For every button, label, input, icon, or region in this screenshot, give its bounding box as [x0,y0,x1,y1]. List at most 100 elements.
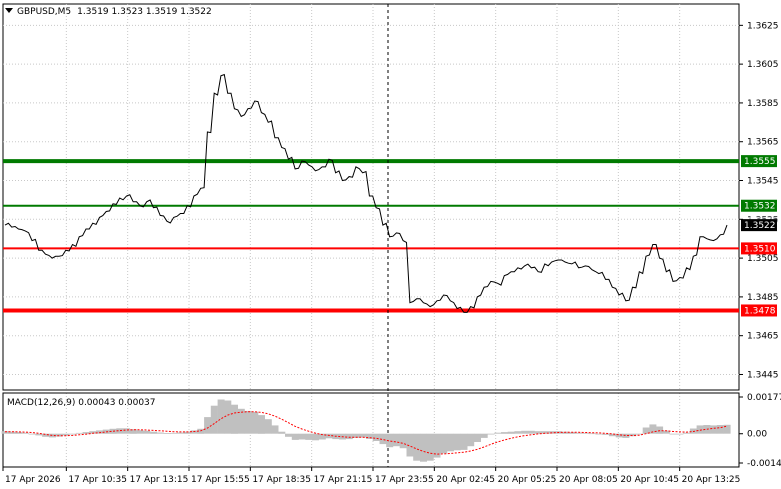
macd-bar [413,433,421,461]
macd-title: MACD(12,26,9) 0.00043 0.00037 [7,398,156,408]
macd-bar [602,433,610,435]
macd-bar [69,433,77,435]
macd-bar [366,433,373,439]
macd-bar [541,431,549,434]
macd-bar [231,404,238,434]
macd-bar [501,432,508,434]
macd-bar [433,433,441,458]
price-grid [3,4,739,467]
macd-bar [129,429,137,434]
macd-bar [163,433,171,434]
macd-bar [527,430,535,434]
header: GBPUSD,M5 1.3519 1.3523 1.3519 1.3522 [5,7,212,17]
macd-bar [318,433,326,440]
level-badge-1.3555 [741,155,777,168]
macd-bar [89,431,97,434]
x-tick-label: 20 Apr 08:05 [559,475,618,485]
macd-bar [183,431,191,434]
macd-bar [1,431,9,434]
macd-bar [615,433,623,438]
triangle-down-icon[interactable] [5,8,13,13]
y-tick-label: 1.3445 [747,370,779,380]
x-tick-label: 20 Apr 02:45 [436,475,495,485]
macd-bar [237,408,245,434]
x-tick-label: 17 Apr 2026 [5,475,61,485]
macd-bar [595,433,603,435]
x-tick-label: 17 Apr 21:15 [314,475,373,485]
y-tick-label: 1.3485 [747,293,779,303]
macd-bar [258,415,265,434]
y-tick-label: 1.3465 [747,332,779,342]
macd-bar [190,430,198,434]
macd-signal-line [5,411,728,455]
macd-bar [467,433,475,447]
macd-bar [312,433,319,441]
current-price-label: 1.3522 [744,221,776,231]
macd-bar [521,430,529,434]
macd-bar [723,424,731,434]
macd-bar [123,428,131,434]
macd-bar [291,433,299,440]
macd-bar [35,433,43,436]
macd-bar [197,428,205,434]
macd-bar [588,433,596,435]
macd-bar [487,433,495,435]
y-tick-label: 1.3505 [747,254,779,264]
macd-bar [393,433,400,447]
macd-bar [116,428,124,434]
macd-bar [224,400,232,434]
macd-bar [440,433,448,454]
macd-bar [696,425,704,434]
macd-bar [298,433,306,440]
macd-bar [716,425,724,434]
macd-bar [379,433,387,445]
macd-bar [635,433,643,435]
ohlc-values: 1.3519 1.3523 1.3519 1.3522 [77,7,212,17]
macd-bar [55,433,63,437]
macd-bar [75,432,83,434]
x-tick-label: 20 Apr 05:25 [498,475,557,485]
price-levels [3,159,739,313]
macd-bar [170,432,178,434]
macd-bar [48,433,56,438]
macd-bar [359,433,367,438]
level-badge-1.3510 [741,242,777,255]
macd-bar [372,433,380,441]
macd-bar [21,432,29,434]
x-tick-label: 17 Apr 13:15 [130,475,189,485]
macd-bar [210,405,218,434]
macd-bar [28,433,36,435]
level-label-1.3555: 1.3555 [744,157,776,167]
macd-bar [575,432,583,434]
macd-tick-label: 0.00 [747,430,767,440]
macd-bar [345,433,353,440]
macd-bar [15,432,23,434]
time-axis: 17 Apr 2026 17 Apr 10:35 17 Apr 13:15 17 Ap… [2,467,740,485]
macd-bar [676,433,684,435]
macd-bar [507,431,515,434]
macd-bar [494,432,502,434]
y-tick-label: 1.3585 [747,99,779,109]
symbol-label: GBPUSD,M5 [17,7,71,17]
macd-panel: MACD(12,26,9) 0.00043 0.00037 0.001770.0… [1,392,781,469]
level-label-1.3510: 1.3510 [744,244,776,254]
y-tick-label: 1.3565 [747,138,779,148]
macd-bar [285,433,292,437]
y-tick-label: 1.3625 [747,21,779,31]
macd-bar [42,433,50,437]
macd-bar [649,424,657,434]
level-badge-1.3532 [741,199,777,212]
level-label-1.3478: 1.3478 [744,306,776,316]
macd-panel-frame [2,392,740,468]
macd-bar [177,432,185,434]
macd-bar [568,432,576,434]
x-tick-label: 17 Apr 23:55 [375,475,434,485]
macd-bar [399,433,407,449]
macd-bar [217,399,225,434]
macd-bar [244,410,252,434]
macd-bar [62,433,70,436]
macd-bar [150,431,158,434]
macd-bar [710,425,718,434]
